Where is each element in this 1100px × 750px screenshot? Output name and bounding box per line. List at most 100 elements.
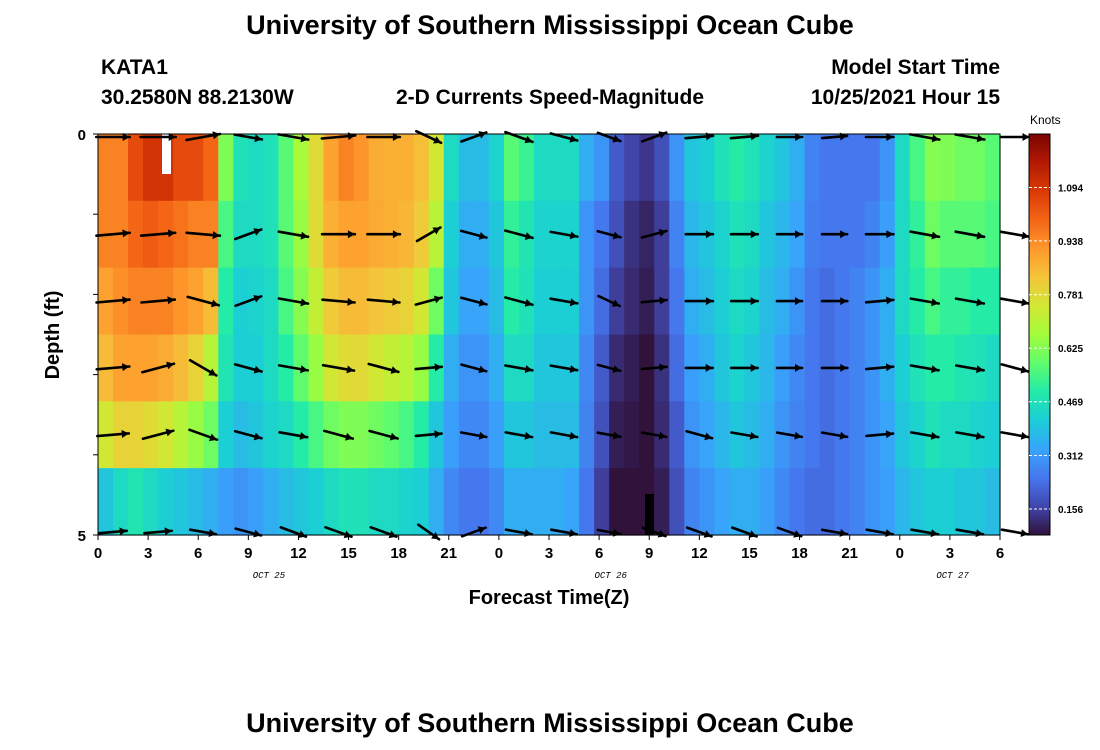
current-vector [775,363,804,372]
heatmap-cell [699,134,715,202]
heatmap-cell [128,267,144,336]
heatmap-cell [669,334,685,402]
current-vector [999,133,1031,141]
heatmap-cell [654,468,670,536]
current-vector [139,133,177,141]
heatmap-cell [158,468,174,536]
heatmap-cell [308,200,325,269]
heatmap-cell [969,468,986,536]
current-vector [233,133,264,143]
heatmap-cell [218,401,234,469]
heatmap-cell [699,468,715,536]
heatmap-cell [278,401,295,469]
heatmap-cell [278,134,295,202]
heatmap-cell [624,134,640,202]
current-vector [278,430,309,440]
footer-title: University of Southern Mississippi Ocean… [246,708,854,738]
x-tick-label: 3 [946,545,954,562]
heatmap-cell [428,468,445,536]
current-vector [320,230,357,239]
heatmap-cell [338,401,355,469]
heatmap-cell [308,134,325,202]
heatmap-cell [909,468,926,536]
current-vector [140,296,177,305]
heatmap-cell [564,468,580,536]
heatmap-cell [203,401,219,469]
heatmap-cell [789,134,806,202]
heatmap-cell [113,468,129,536]
colorbar-tick-label: 0.156 [1058,505,1083,516]
heatmap-cell [774,468,791,536]
current-vector [141,361,176,374]
heatmap-cell [549,200,565,269]
heatmap-cell [248,468,264,536]
heatmap-cell [849,334,866,402]
heatmap-cell [263,401,279,469]
x-tick-label: 6 [595,545,603,562]
heatmap-cell [503,200,520,269]
heatmap-cell [879,468,896,536]
current-vector [954,133,986,143]
heatmap-cell [594,134,610,202]
heatmap-cell [503,134,520,202]
heatmap-cell [909,401,926,469]
heatmap-cell [473,134,490,202]
heatmap-cell [143,401,159,469]
heatmap-cell [984,468,1001,536]
heatmap-cell [488,267,505,336]
current-vector [684,363,715,372]
heatmap-cell [669,468,685,536]
x-tick-label: 18 [390,545,407,562]
colorbar [1028,133,1051,536]
heatmap-cell [113,134,129,202]
heatmap-cell [984,267,1001,336]
current-vector [864,133,895,141]
current-vector [684,230,715,239]
model-start-label: Model Start Time [831,56,1000,79]
heatmap-cell [353,401,370,469]
heatmap-cell [549,334,565,402]
heatmap-cell [233,267,249,336]
current-vector [277,230,310,240]
heatmap-cell [263,134,279,202]
heatmap-cell [218,134,234,202]
heatmap-cell [624,468,640,536]
current-vector [729,230,760,239]
heatmap-cell [714,200,730,269]
date-label: OCT 26 [595,571,628,581]
heatmap-cell [984,134,1001,202]
heatmap-cell [173,334,189,402]
heatmap-cell [398,468,415,536]
heatmap-cell [308,401,325,469]
heatmap-cell [443,267,460,336]
heatmap-cell [263,468,279,536]
current-vector [277,133,310,143]
heatmap-cell [609,468,625,536]
missing-data-gap [645,494,654,535]
current-vector [459,229,488,240]
x-tick-label: 0 [495,545,503,562]
current-vector [999,297,1031,307]
current-vector [954,364,985,374]
heatmap-cell [549,134,565,202]
heatmap-cell [759,134,776,202]
heatmap-cell [398,334,415,402]
heatmap-cell [443,468,460,536]
x-tick-label: 12 [691,545,708,562]
current-vector [640,431,668,440]
heatmap-cell [804,134,821,202]
heatmap-cell [203,468,219,536]
colorbar-tick-label: 0.625 [1058,344,1083,355]
heatmap-cell [488,401,505,469]
current-vector [909,230,941,240]
current-vector [233,363,263,374]
heatmap-cell [278,267,295,336]
current-vector [504,364,534,373]
heatmap-cell [804,200,821,269]
current-vector [729,297,760,306]
heatmap-cell [383,334,400,402]
x-tick-label: 0 [94,545,102,562]
heatmap-cell [143,134,159,202]
current-vector [820,363,849,372]
heatmap-cell [939,401,956,469]
